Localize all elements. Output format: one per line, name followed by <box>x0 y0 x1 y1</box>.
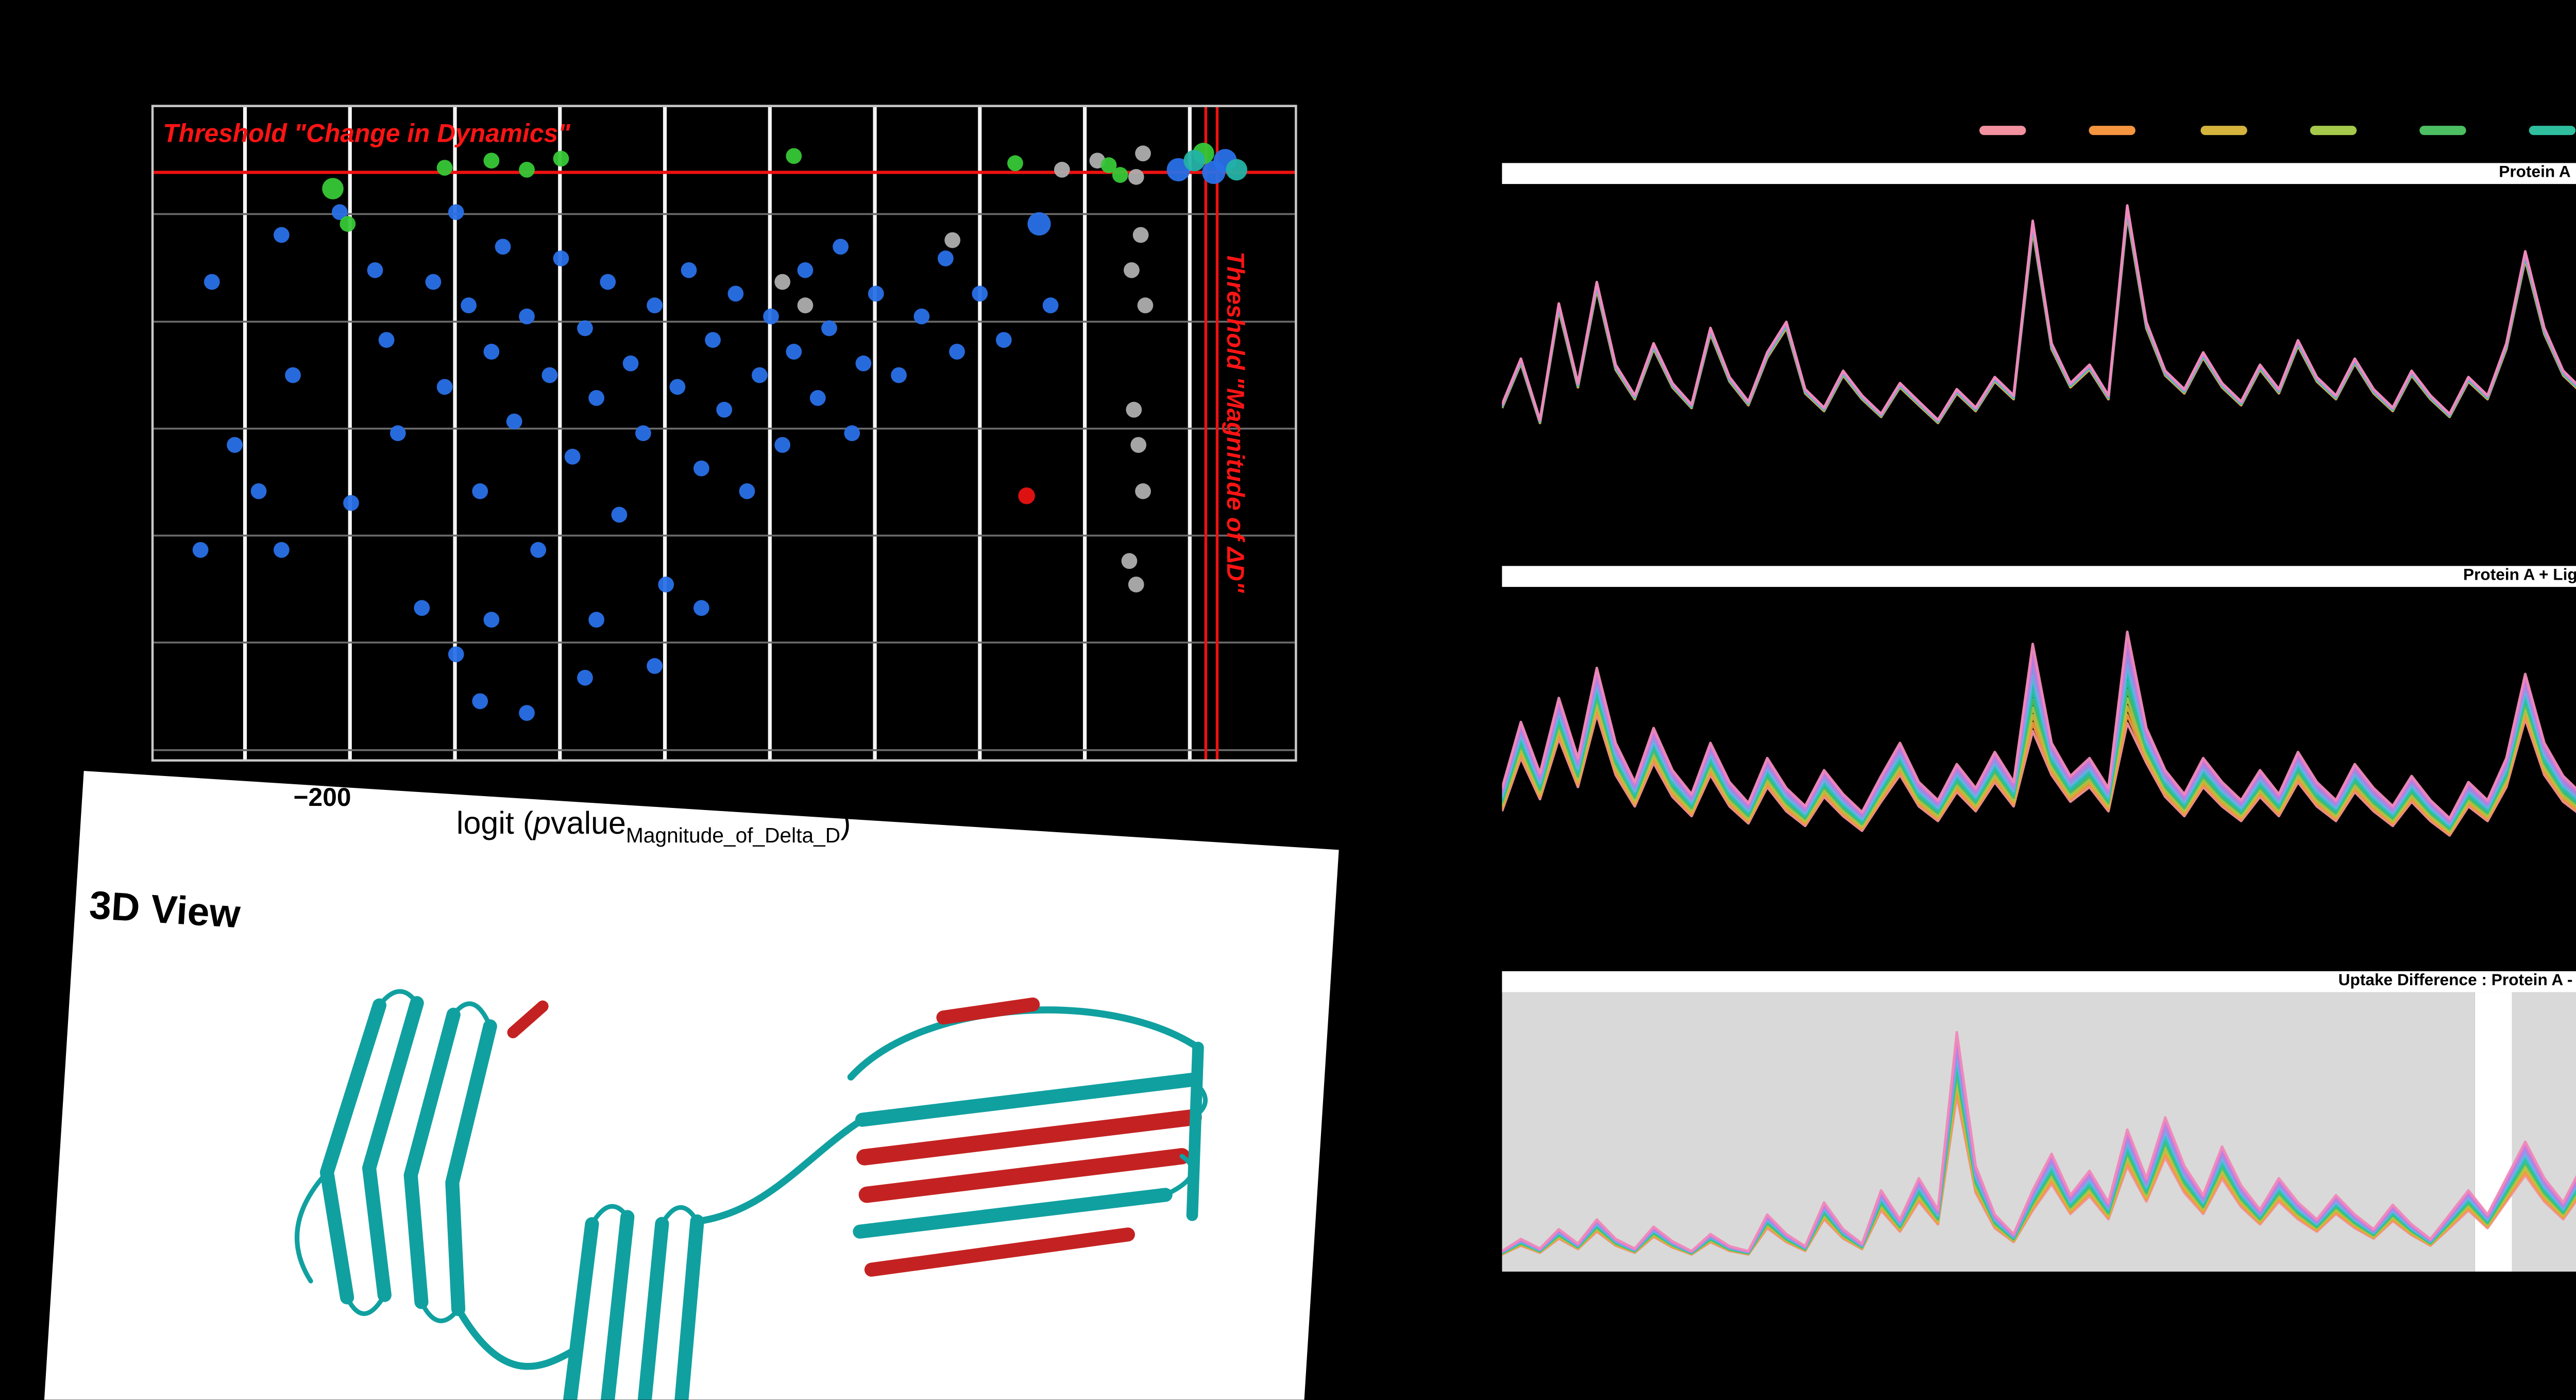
volcano-plot[interactable]: Threshold "Change in Dynamics" Threshold… <box>151 105 1297 762</box>
timepoint-legend <box>1979 126 2576 134</box>
uptake-difference-chart[interactable]: Uptake Difference : Protein A - (Protein… <box>1502 971 2576 1272</box>
uptake-chart-protein-a[interactable]: Protein A <box>1502 163 2576 540</box>
legend-swatch[interactable] <box>2309 126 2357 134</box>
threshold-magnitude-label: Threshold "Magnitude of ΔD" <box>1220 251 1248 593</box>
legend-swatch[interactable] <box>2419 126 2466 134</box>
uptake-chart-canvas <box>1502 204 2576 425</box>
legend-swatch[interactable] <box>1979 126 2026 134</box>
threshold-dynamics-label: Threshold "Change in Dynamics" <box>163 121 570 149</box>
legend-swatch[interactable] <box>2530 126 2576 134</box>
uptake-chart-canvas <box>1502 630 2576 837</box>
chart-title-bar: Protein A + Ligand <box>1502 566 2576 587</box>
chart-title: Protein A + Ligand <box>2463 568 2576 585</box>
uptake-chart-canvas <box>1502 992 2576 1272</box>
volcano-x-tick: −200 <box>293 785 351 813</box>
chart-title: Protein A <box>2499 165 2571 182</box>
protein-structure[interactable] <box>147 866 1275 1400</box>
uptake-chart-protein-a-ligand[interactable]: Protein A + Ligand <box>1502 566 2576 936</box>
legend-swatch[interactable] <box>2199 126 2246 134</box>
volcano-x-axis-title: logit (pvalueMagnitude_of_Delta_D) <box>456 805 851 847</box>
3d-view-panel[interactable]: 3D View <box>41 771 1339 1400</box>
chart-title-bar: Protein A <box>1502 163 2576 184</box>
chart-title-bar: Uptake Difference : Protein A - (Protein… <box>1502 971 2576 992</box>
chart-title: Uptake Difference : Protein A - (Protein… <box>2338 973 2576 990</box>
volcano-canvas <box>154 107 1295 760</box>
legend-swatch[interactable] <box>2089 126 2137 134</box>
